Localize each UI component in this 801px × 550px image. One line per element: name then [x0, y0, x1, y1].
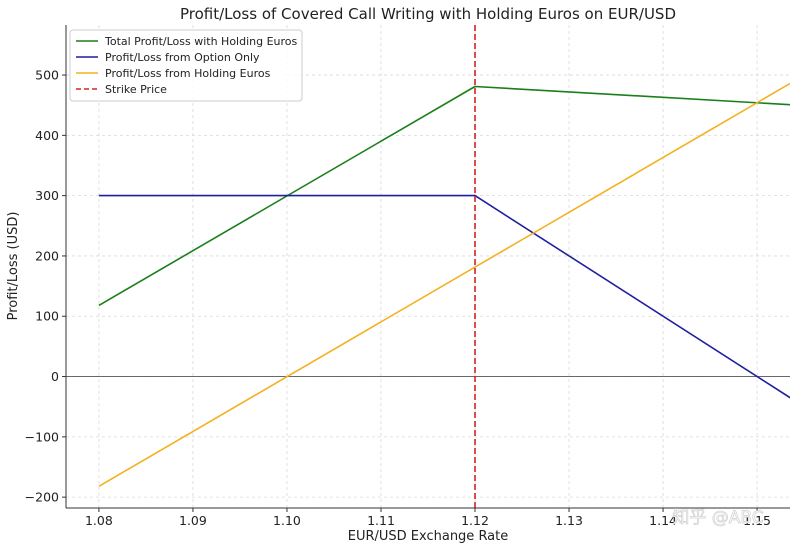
- series-line-0: [98, 85, 790, 307]
- y-tick-label: −100: [25, 429, 59, 444]
- legend-label: Strike Price: [105, 83, 167, 96]
- series-layer: [98, 82, 790, 487]
- chart-title: Profit/Loss of Covered Call Writing with…: [180, 5, 676, 23]
- x-tick-label: 1.14: [649, 513, 677, 528]
- y-tick-label: 0: [51, 369, 59, 384]
- y-tick-label: 300: [35, 188, 59, 203]
- watermark: 知乎 @ABC: [672, 508, 763, 528]
- series-line-2: [98, 82, 790, 487]
- x-tick-label: 1.12: [461, 513, 489, 528]
- x-tick-label: 1.15: [743, 513, 771, 528]
- x-tick-label: 1.08: [85, 513, 113, 528]
- y-tick-label: −200: [25, 490, 59, 505]
- legend: Total Profit/Loss with Holding Euros Prof…: [69, 29, 303, 102]
- y-tick-label: 200: [35, 248, 59, 263]
- y-axis-label: Profit/Loss (USD): [6, 212, 21, 321]
- legend-label: Total Profit/Loss with Holding Euros: [104, 35, 298, 48]
- y-tick-label: 400: [35, 128, 59, 143]
- x-tick-label: 1.09: [179, 513, 207, 528]
- legend-label: Profit/Loss from Holding Euros: [105, 67, 271, 80]
- y-tick-label: 100: [35, 309, 59, 324]
- legend-box: [69, 29, 303, 102]
- axes-layer: [65, 25, 790, 509]
- legend-label: Profit/Loss from Option Only: [105, 51, 260, 64]
- x-tick-label: 1.13: [555, 513, 583, 528]
- series-line-1: [98, 194, 790, 399]
- x-tick-label: 1.10: [273, 513, 301, 528]
- tick-layer: 1.08 1.09 1.10 1.11 1.12 1.13 1.14 1.15 −200 −100…: [25, 68, 771, 528]
- x-axis-label: EUR/USD Exchange Rate: [348, 529, 509, 544]
- y-tick-label: 500: [35, 68, 59, 83]
- x-tick-label: 1.11: [367, 513, 395, 528]
